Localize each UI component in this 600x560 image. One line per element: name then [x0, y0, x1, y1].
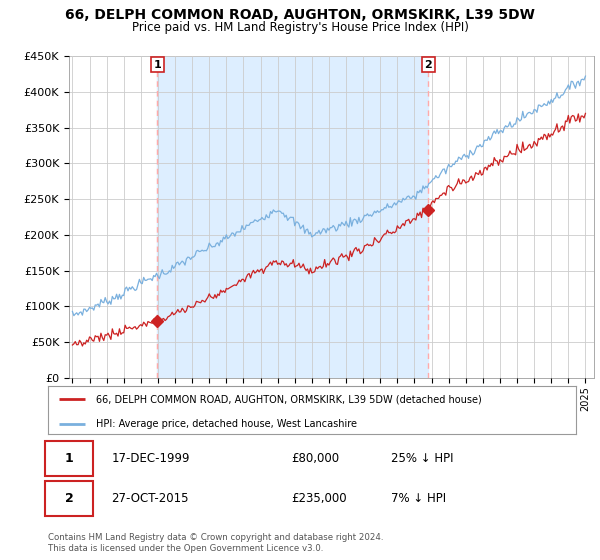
Text: 66, DELPH COMMON ROAD, AUGHTON, ORMSKIRK, L39 5DW: 66, DELPH COMMON ROAD, AUGHTON, ORMSKIRK… — [65, 8, 535, 22]
Text: 27-OCT-2015: 27-OCT-2015 — [112, 492, 189, 505]
Text: 25% ↓ HPI: 25% ↓ HPI — [391, 452, 454, 465]
Text: HPI: Average price, detached house, West Lancashire: HPI: Average price, detached house, West… — [95, 418, 356, 428]
FancyBboxPatch shape — [46, 481, 93, 516]
Text: 1: 1 — [154, 59, 161, 69]
Text: Price paid vs. HM Land Registry's House Price Index (HPI): Price paid vs. HM Land Registry's House … — [131, 21, 469, 34]
Text: £80,000: £80,000 — [291, 452, 339, 465]
Bar — [157, 56, 428, 378]
Text: Contains HM Land Registry data © Crown copyright and database right 2024.
This d: Contains HM Land Registry data © Crown c… — [48, 533, 383, 553]
Text: 2: 2 — [425, 59, 433, 69]
Text: 2: 2 — [65, 492, 73, 505]
Text: 1: 1 — [65, 452, 73, 465]
Text: 66, DELPH COMMON ROAD, AUGHTON, ORMSKIRK, L39 5DW (detached house): 66, DELPH COMMON ROAD, AUGHTON, ORMSKIRK… — [95, 394, 481, 404]
Text: 17-DEC-1999: 17-DEC-1999 — [112, 452, 190, 465]
Text: 7% ↓ HPI: 7% ↓ HPI — [391, 492, 446, 505]
Text: £235,000: £235,000 — [291, 492, 347, 505]
FancyBboxPatch shape — [46, 441, 93, 476]
